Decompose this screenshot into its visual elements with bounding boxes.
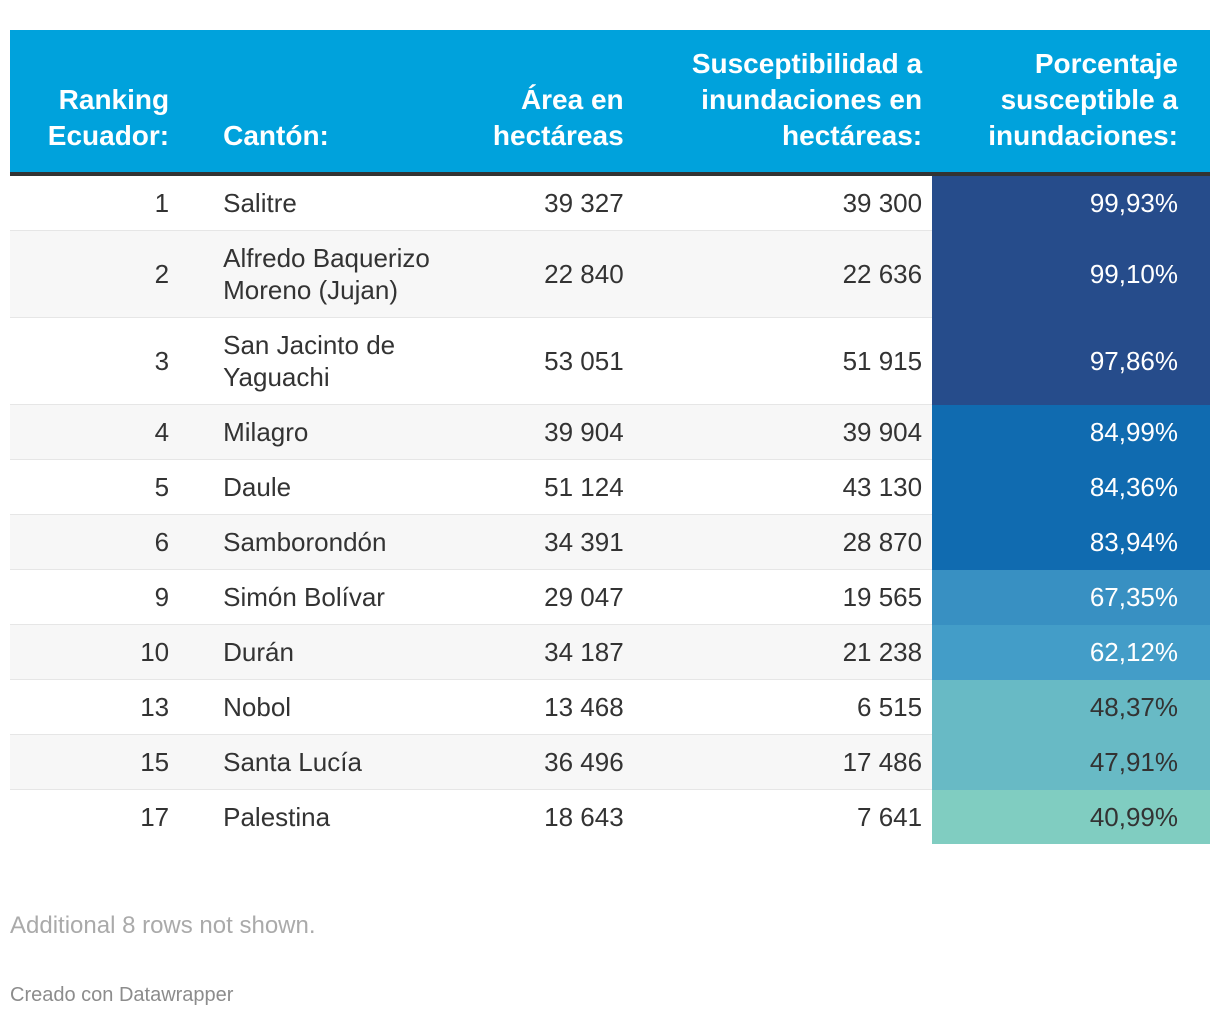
rank-cell: 17 (140, 802, 170, 832)
susceptibility-cell: 22 636 (633, 230, 933, 318)
table-row: 17 Palestina 18 643 7 641 40,99% (10, 789, 1210, 844)
canton-cell: Milagro (191, 404, 459, 460)
percentage-cell: 84,36% (932, 459, 1210, 515)
table-row: 15 Santa Lucía 36 496 17 486 47,91% (10, 734, 1210, 790)
susceptibility-cell: 17 486 (633, 734, 933, 790)
header-susceptibility[interactable]: Susceptibilidad a inundaciones en hectár… (633, 30, 933, 176)
susceptibility-cell: 39 300 (633, 174, 933, 231)
table-row: 3 San Jacinto de Yaguachi 53 051 51 915 97,8… (10, 317, 1210, 405)
susceptibility-cell: 39 904 (633, 404, 933, 460)
table-row: 1 Salitre 39 327 39 300 99,93% (10, 174, 1210, 231)
susceptibility-cell: 6 515 (633, 679, 933, 735)
table-row: 9 Simón Bolívar 29 047 19 565 67,35% (10, 569, 1210, 625)
canton-cell: Durán (191, 624, 459, 680)
table-row: 4 Milagro 39 904 39 904 84,99% (10, 404, 1210, 460)
area-cell: 29 047 (458, 569, 634, 625)
header-area[interactable]: Área en hectáreas (458, 30, 634, 176)
canton-cell: Simón Bolívar (191, 569, 459, 625)
percentage-cell: 99,93% (932, 174, 1210, 231)
rank-cell: 2 (10, 230, 192, 318)
rank-cell: 9 (10, 569, 192, 625)
susceptibility-cell: 28 870 (633, 514, 933, 570)
rank-cell: 6 (10, 514, 192, 570)
header-ranking[interactable]: Ranking Ecuador: (10, 30, 192, 176)
header-canton[interactable]: Cantón: (191, 30, 459, 176)
rank-cell: 1 (10, 174, 192, 231)
susceptibility-cell: 19 565 (633, 569, 933, 625)
susceptibility-cell: 21 238 (633, 624, 933, 680)
rank-cell: 3 (10, 317, 192, 405)
table-row: 2 Alfredo Baquerizo Moreno (Jujan) 22 840 2… (10, 230, 1210, 318)
percentage-cell: 83,94% (932, 514, 1210, 570)
table-row: 5 Daule 51 124 43 130 84,36% (10, 459, 1210, 515)
area-cell: 51 124 (458, 459, 634, 515)
header-percentage[interactable]: Porcentaje susceptible a inundaciones: (932, 30, 1210, 176)
more-rows-note: Additional 8 rows not shown. (10, 912, 316, 939)
table-row: 13 Nobol 13 468 6 515 48,37% (10, 679, 1210, 735)
percentage-cell: 97,86% (932, 317, 1210, 405)
canton-cell: Palestina (223, 802, 331, 832)
canton-cell: Samborondón (191, 514, 459, 570)
percentage-cell: 40,99% (932, 789, 1210, 844)
canton-cell: Alfredo Baquerizo Moreno (Jujan) (191, 230, 459, 318)
area-cell: 18 643 (544, 802, 624, 832)
rank-cell: 13 (10, 679, 192, 735)
area-cell: 13 468 (458, 679, 634, 735)
susceptibility-cell: 43 130 (633, 459, 933, 515)
percentage-cell: 99,10% (932, 230, 1210, 318)
percentage-cell: 67,35% (932, 569, 1210, 625)
area-cell: 34 391 (458, 514, 634, 570)
percentage-cell: 48,37% (932, 679, 1210, 735)
canton-cell: Salitre (191, 174, 459, 231)
area-cell: 36 496 (458, 734, 634, 790)
rank-cell: 10 (10, 624, 192, 680)
susceptibility-cell: 51 915 (633, 317, 933, 405)
canton-cell: San Jacinto de Yaguachi (191, 317, 459, 405)
rank-cell: 5 (10, 459, 192, 515)
area-cell: 39 327 (458, 174, 634, 231)
percentage-cell: 47,91% (932, 734, 1210, 790)
area-cell: 53 051 (458, 317, 634, 405)
header-row: Ranking Ecuador: Cantón: Área en hectáre… (10, 30, 1210, 176)
percentage-cell: 84,99% (932, 404, 1210, 460)
table-header: Ranking Ecuador: Cantón: Área en hectáre… (10, 30, 1210, 176)
data-table: Ranking Ecuador: Cantón: Área en hectáre… (10, 30, 1210, 844)
table-row: 10 Durán 34 187 21 238 62,12% (10, 624, 1210, 680)
area-cell: 22 840 (458, 230, 634, 318)
table-body: 1 Salitre 39 327 39 300 99,93% 2 Alfredo Baque… (10, 174, 1210, 844)
canton-cell: Daule (191, 459, 459, 515)
canton-cell: Santa Lucía (191, 734, 459, 790)
area-cell: 34 187 (458, 624, 634, 680)
table-row: 6 Samborondón 34 391 28 870 83,94% (10, 514, 1210, 570)
percentage-cell: 62,12% (932, 624, 1210, 680)
area-cell: 39 904 (458, 404, 634, 460)
rank-cell: 15 (10, 734, 192, 790)
credit-line[interactable]: Creado con Datawrapper (10, 984, 234, 1006)
canton-cell: Nobol (191, 679, 459, 735)
susceptibility-cell: 7 641 (857, 802, 923, 832)
rank-cell: 4 (10, 404, 192, 460)
